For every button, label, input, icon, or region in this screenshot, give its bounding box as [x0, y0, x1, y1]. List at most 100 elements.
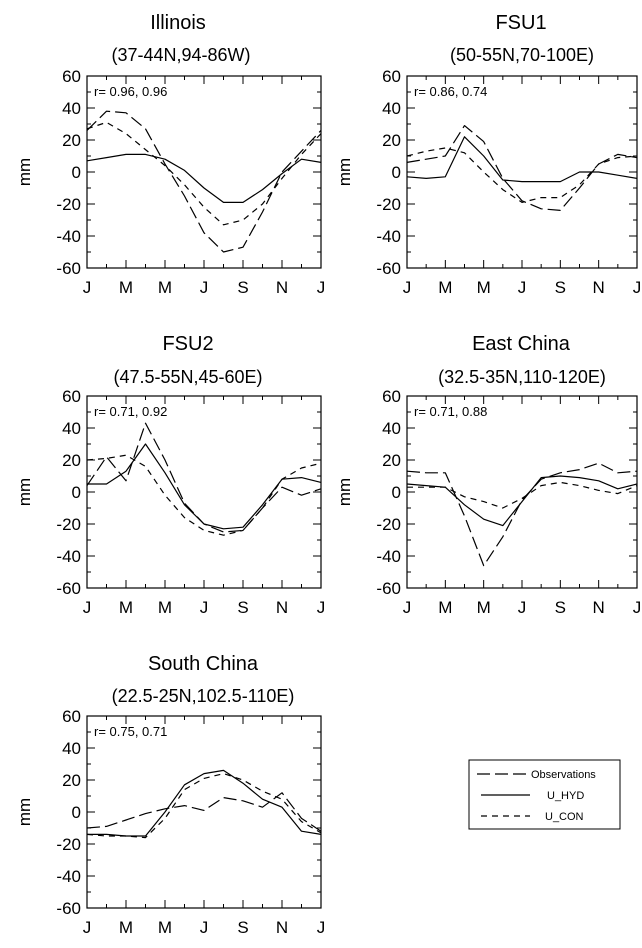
panel-title: Illinois — [150, 12, 206, 34]
series-line-u-con — [86, 454, 322, 536]
x-tick-label: J — [518, 598, 527, 617]
series-line-u-con — [406, 147, 638, 203]
panel-axes: 60 40 20 0 -20 -40 -60 mm J M M J S N J — [15, 67, 325, 297]
series-line-u-hyd — [87, 443, 322, 530]
plot-frame — [86, 75, 322, 269]
panel-title: South China — [148, 653, 259, 675]
x-tick-label: N — [593, 598, 605, 617]
legend: Observations U_HYD U_CON — [468, 759, 621, 830]
series-line-u-con — [86, 121, 322, 226]
y-tick-label: -40 — [376, 547, 401, 566]
x-tick-label: J — [633, 598, 642, 617]
x-tick-label: J — [200, 278, 209, 297]
x-tick-label: M — [158, 918, 172, 937]
legend-label-u-hyd: U_HYD — [547, 790, 584, 802]
series-line-u-con — [86, 772, 322, 839]
y-tick-label: -20 — [376, 195, 401, 214]
correlation-text: r= 0.71, 0.92 — [94, 404, 167, 419]
x-tick-label: J — [633, 278, 642, 297]
correlation-text: r= 0.96, 0.96 — [94, 84, 167, 99]
y-axis-label: mm — [15, 478, 34, 506]
panel-illinois: Illinois (37-44N,94-86W) r= 0.96, 0.96 — [94, 12, 251, 99]
panel-south-china: South China (22.5-25N,102.5-110E) r= 0.7… — [94, 653, 294, 739]
x-tick-label: J — [403, 278, 412, 297]
y-tick-label: 0 — [72, 483, 81, 502]
x-tick-label: J — [200, 918, 209, 937]
x-tick-label: J — [83, 918, 92, 937]
panel-east-china: East China (32.5-35N,110-120E) r= 0.71, … — [414, 333, 606, 419]
panel-subtitle: (32.5-35N,110-120E) — [438, 367, 606, 387]
correlation-text: r= 0.86, 0.74 — [414, 84, 487, 99]
x-tick-label: J — [83, 598, 92, 617]
panel-fsu2: FSU2 (47.5-55N,45-60E) r= 0.71, 0.92 — [94, 333, 263, 419]
y-tick-label: 60 — [62, 67, 81, 86]
y-tick-label: 40 — [382, 419, 401, 438]
x-tick-label: S — [555, 278, 566, 297]
panel-subtitle: (37-44N,94-86W) — [111, 45, 250, 65]
y-tick-label: -20 — [56, 835, 81, 854]
x-tick-label: M — [438, 598, 452, 617]
x-tick-label: S — [555, 598, 566, 617]
y-tick-label: 60 — [62, 387, 81, 406]
x-tick-label: M — [119, 598, 133, 617]
y-tick-label: 40 — [62, 419, 81, 438]
series-line-u-hyd — [86, 153, 322, 203]
y-axis-label: mm — [15, 798, 34, 826]
x-tick-label: S — [237, 918, 248, 937]
y-tick-label: -60 — [376, 579, 401, 598]
y-tick-label: 60 — [382, 67, 401, 86]
x-tick-label: M — [477, 598, 491, 617]
y-axis-label: mm — [335, 478, 354, 506]
x-tick-label: M — [438, 278, 452, 297]
panel-subtitle: (22.5-25N,102.5-110E) — [112, 686, 295, 706]
x-tick-label: N — [276, 918, 288, 937]
y-tick-label: 60 — [62, 707, 81, 726]
x-tick-label: M — [158, 598, 172, 617]
panel-axes: 60 40 20 0 -20 -40 -60 mm J M M J S N J — [15, 387, 325, 617]
y-tick-label: -60 — [56, 259, 81, 278]
series-line-u-hyd — [406, 475, 638, 527]
series-line-observations — [86, 792, 322, 832]
y-tick-label: -40 — [56, 547, 81, 566]
x-tick-label: J — [518, 278, 527, 297]
plot-frame — [406, 75, 638, 269]
series-line-u-con — [407, 481, 638, 509]
panel-fsu1: FSU1 (50-55N,70-100E) r= 0.86, 0.74 — [414, 12, 594, 99]
y-tick-label: 0 — [72, 163, 81, 182]
x-tick-label: S — [237, 278, 248, 297]
panel-title: FSU2 — [162, 333, 213, 355]
x-tick-label: M — [119, 278, 133, 297]
x-tick-label: S — [237, 598, 248, 617]
y-tick-label: 20 — [62, 451, 81, 470]
panel-title: East China — [472, 333, 571, 355]
y-tick-label: -60 — [376, 259, 401, 278]
y-tick-label: 20 — [62, 771, 81, 790]
y-tick-label: -20 — [56, 515, 81, 534]
y-tick-label: 0 — [72, 803, 81, 822]
series-line-observations — [406, 124, 638, 211]
series-line-u-hyd — [406, 136, 638, 183]
x-tick-label: J — [317, 918, 326, 937]
y-axis-label: mm — [15, 158, 34, 186]
y-tick-label: 0 — [392, 483, 401, 502]
panel-axes: 60 40 20 0 -20 -40 -60 mm J M M J S N J — [15, 707, 325, 937]
y-tick-label: 40 — [382, 99, 401, 118]
x-tick-label: J — [317, 278, 326, 297]
plot-frame — [406, 395, 638, 589]
y-tick-label: 20 — [62, 131, 81, 150]
x-tick-label: J — [317, 598, 326, 617]
x-tick-label: J — [200, 598, 209, 617]
y-tick-label: -40 — [376, 227, 401, 246]
x-tick-label: M — [119, 918, 133, 937]
x-tick-label: N — [276, 278, 288, 297]
series-line-observations — [406, 462, 638, 567]
y-tick-label: 40 — [62, 739, 81, 758]
panel-subtitle: (50-55N,70-100E) — [450, 45, 594, 65]
series-line-u-hyd — [87, 769, 322, 837]
y-tick-label: -60 — [56, 899, 81, 918]
legend-label-observations: Observations — [531, 769, 596, 781]
panel-subtitle: (47.5-55N,45-60E) — [113, 367, 262, 387]
series-line-observations — [86, 110, 322, 253]
y-tick-label: -60 — [56, 579, 81, 598]
